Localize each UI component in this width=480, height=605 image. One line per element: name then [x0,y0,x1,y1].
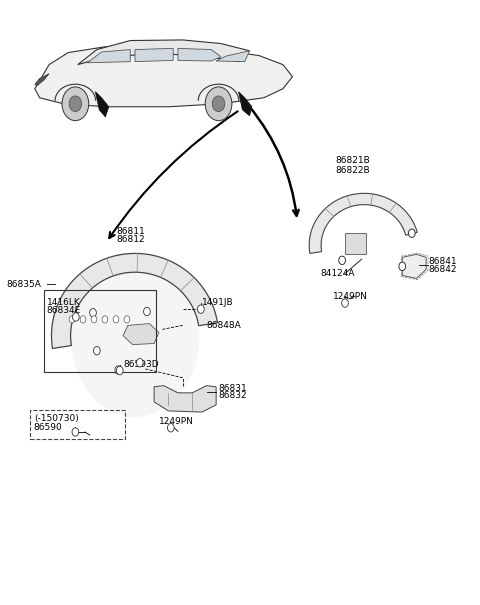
Circle shape [408,229,415,237]
Circle shape [124,316,130,323]
Text: 86593D: 86593D [123,360,159,369]
Text: 1249PN: 1249PN [159,417,194,427]
Text: 86832: 86832 [218,391,247,401]
Text: 86848A: 86848A [206,321,241,330]
Circle shape [94,347,100,355]
Circle shape [115,366,121,374]
Circle shape [80,316,86,323]
Polygon shape [309,194,417,253]
Text: 86812: 86812 [116,235,144,244]
Circle shape [399,262,406,270]
Circle shape [102,316,108,323]
Text: 84124A: 84124A [320,269,355,278]
Polygon shape [78,40,250,65]
Circle shape [144,307,150,316]
Polygon shape [178,48,221,61]
Circle shape [113,316,119,323]
Circle shape [90,309,96,317]
Circle shape [339,256,346,264]
Polygon shape [51,253,217,348]
Circle shape [71,254,199,417]
Circle shape [136,359,143,367]
Text: 86822B: 86822B [336,166,370,174]
Circle shape [69,96,82,111]
Text: 1249PN: 1249PN [333,292,368,301]
Circle shape [342,299,348,307]
Text: 86834E: 86834E [47,306,81,315]
Polygon shape [87,50,130,63]
Circle shape [72,313,79,321]
Circle shape [198,305,204,313]
Polygon shape [402,254,426,278]
Circle shape [116,367,123,374]
Text: 86811: 86811 [116,227,144,236]
Circle shape [168,424,174,432]
Text: 86821B: 86821B [336,157,370,166]
Text: 86842: 86842 [429,265,457,274]
Polygon shape [35,47,292,106]
Polygon shape [96,92,109,117]
Text: 86835A: 86835A [6,280,41,289]
Text: 1491JB: 1491JB [202,298,233,307]
Polygon shape [123,324,159,345]
Polygon shape [135,48,173,62]
Text: 1416LK: 1416LK [47,298,81,307]
Polygon shape [35,74,49,86]
Circle shape [212,96,225,111]
Circle shape [91,316,97,323]
Circle shape [69,316,75,323]
Text: (-150730): (-150730) [34,414,79,423]
Circle shape [62,87,89,120]
Polygon shape [216,51,250,62]
Text: 86590: 86590 [34,423,62,431]
Circle shape [205,87,232,120]
Polygon shape [239,92,252,116]
Circle shape [72,428,79,436]
Bar [345,234,366,254]
Polygon shape [85,336,149,378]
Text: 86831: 86831 [218,384,247,393]
Polygon shape [154,385,216,412]
Text: 86841: 86841 [429,257,457,266]
